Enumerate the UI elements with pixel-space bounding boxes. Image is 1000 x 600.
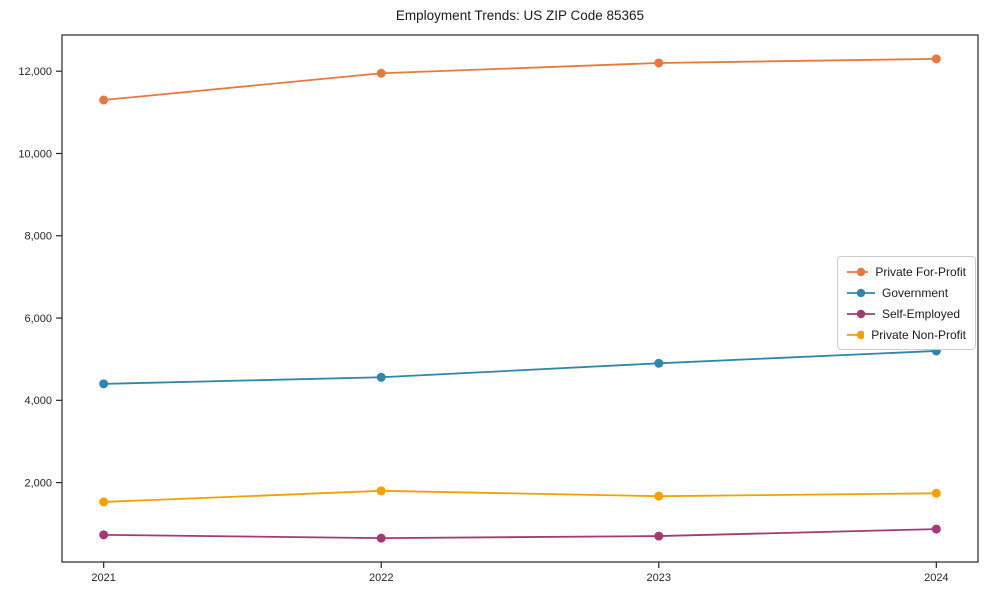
y-tick-label: 4,000 — [24, 395, 52, 407]
legend-item: Self-Employed — [847, 306, 966, 321]
series-marker — [931, 524, 941, 534]
legend-marker-icon — [847, 330, 865, 339]
series-line — [103, 528, 937, 540]
series-marker — [654, 491, 664, 501]
series-marker — [654, 358, 664, 368]
series-marker — [376, 372, 386, 382]
legend-marker-icon — [847, 288, 875, 297]
legend-item: Private For-Profit — [847, 264, 966, 279]
series-marker — [99, 530, 109, 540]
x-tick-label: 2021 — [91, 572, 115, 584]
series-marker — [376, 68, 386, 78]
series-marker — [376, 533, 386, 543]
legend: Private For-Profit Government Self-Employe… — [837, 256, 976, 350]
series-marker — [654, 58, 664, 68]
series-line — [103, 489, 937, 503]
y-tick-label: 8,000 — [24, 231, 52, 243]
series-marker — [931, 54, 941, 64]
y-tick-label: 12,000 — [18, 66, 52, 78]
legend-marker-icon — [847, 309, 875, 318]
x-tick-label: 2023 — [647, 572, 671, 584]
axes-border — [61, 34, 979, 563]
series-marker — [99, 379, 109, 389]
series-marker — [931, 488, 941, 498]
legend-item: Private Non-Profit — [847, 327, 966, 342]
series-line — [103, 350, 937, 385]
series-marker — [99, 497, 109, 507]
series-line — [103, 57, 937, 101]
y-tick-label: 6,000 — [24, 313, 52, 325]
y-tick-label: 10,000 — [18, 148, 52, 160]
legend-label: Private Non-Profit — [871, 327, 966, 342]
legend-item: Government — [847, 285, 966, 300]
x-tick-label: 2022 — [369, 572, 393, 584]
legend-marker-icon — [847, 267, 869, 276]
legend-label: Self-Employed — [882, 306, 961, 321]
series-marker — [376, 486, 386, 496]
series-marker — [654, 531, 664, 541]
series-marker — [99, 95, 109, 105]
legend-label: Government — [882, 285, 949, 300]
legend-label: Private For-Profit — [875, 264, 966, 279]
chart-title: Employment Trends: US ZIP Code 85365 — [395, 8, 645, 23]
x-tick-label: 2024 — [924, 572, 948, 584]
y-tick-label: 2,000 — [24, 477, 52, 489]
